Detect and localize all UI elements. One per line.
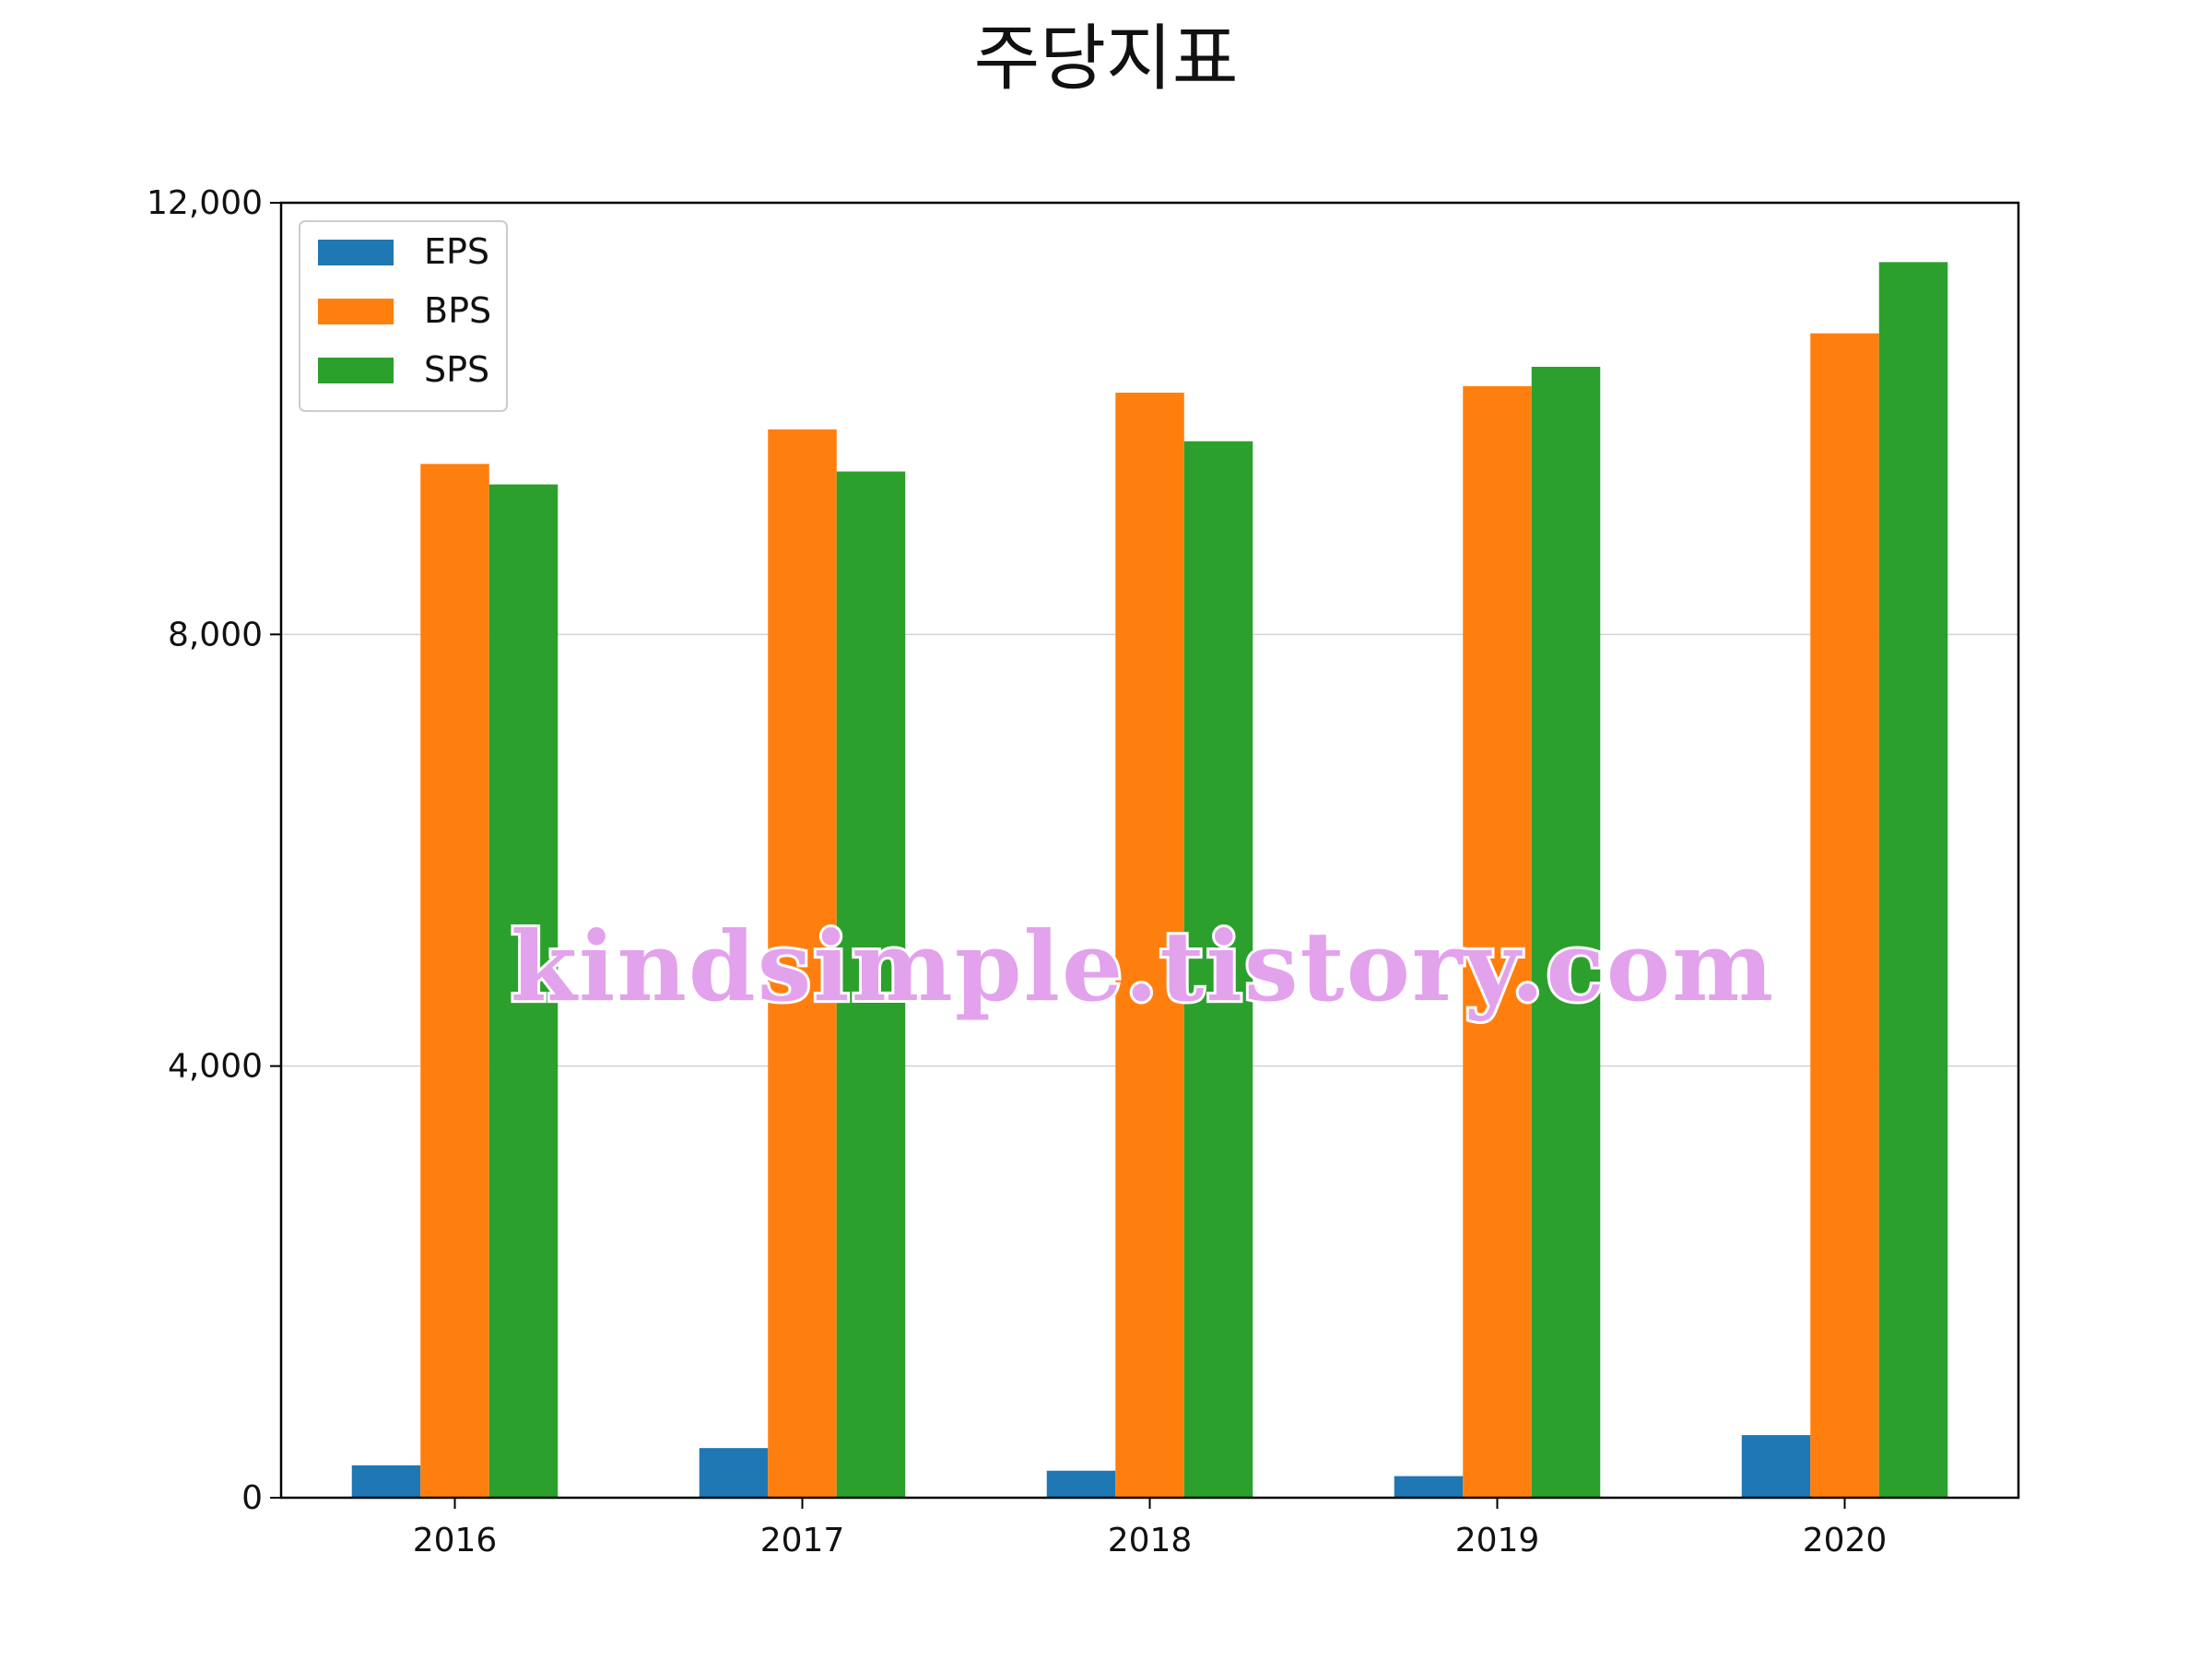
bar-sps-2019 [1531, 366, 1601, 1498]
y-tick-label: 0 [241, 1479, 263, 1517]
legend-swatch-eps [318, 240, 394, 265]
bar-bps-2020 [1810, 333, 1879, 1498]
x-tick-label: 2020 [1803, 1522, 1888, 1559]
bar-bps-2018 [1115, 393, 1184, 1499]
bar-bps-2019 [1463, 386, 1532, 1499]
bar-sps-2016 [488, 484, 559, 1498]
bars [351, 262, 1948, 1499]
bar-bps-2016 [420, 464, 489, 1498]
x-tick-label: 2016 [413, 1522, 498, 1559]
x-tick-label: 2018 [1108, 1522, 1193, 1559]
bar-eps-2017 [699, 1448, 769, 1498]
x-tick-label: 2017 [760, 1522, 845, 1559]
chart-title: 주당지표 [973, 18, 1238, 100]
bar-sps-2017 [836, 471, 906, 1499]
legend-swatch-sps [318, 358, 394, 383]
legend-label-eps: EPS [424, 231, 489, 272]
bar-eps-2019 [1394, 1476, 1464, 1498]
x-axis: 2016 2017 2018 2019 2020 [413, 1498, 1888, 1559]
bar-bps-2017 [768, 429, 837, 1498]
y-axis: 0 4,000 8,000 12,000 [147, 184, 281, 1517]
y-tick-label: 12,000 [147, 184, 263, 222]
legend-label-bps: BPS [424, 290, 491, 331]
watermark-text: kindsimple.tistory.com [511, 910, 1775, 1023]
bar-eps-2018 [1046, 1470, 1116, 1498]
bar-eps-2016 [351, 1465, 421, 1498]
bar-sps-2018 [1183, 441, 1253, 1499]
x-tick-label: 2019 [1455, 1522, 1540, 1559]
bar-sps-2020 [1878, 262, 1948, 1498]
bar-eps-2020 [1741, 1435, 1811, 1498]
y-tick-label: 8,000 [168, 616, 263, 653]
y-tick-label: 4,000 [168, 1048, 263, 1086]
legend-swatch-bps [318, 299, 394, 324]
legend-label-sps: SPS [424, 349, 489, 390]
legend: EPS BPS SPS [299, 220, 508, 412]
